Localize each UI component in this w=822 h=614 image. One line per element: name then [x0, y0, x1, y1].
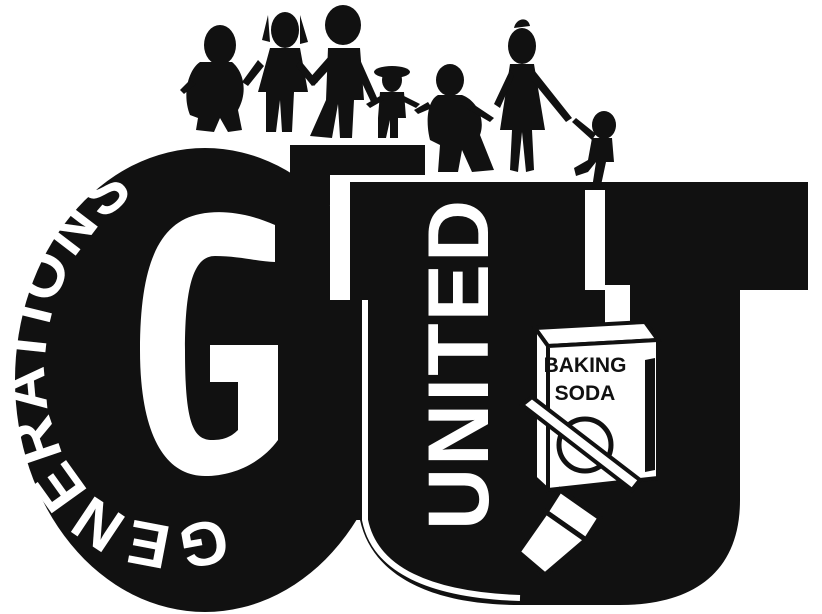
brush-handle — [518, 394, 643, 493]
adult-figure — [308, 5, 378, 138]
brush-bristles — [514, 508, 591, 579]
child-figure — [572, 111, 616, 190]
child-figure — [366, 66, 420, 138]
box-label-line2: SODA — [555, 382, 616, 405]
figures-row — [180, 5, 616, 190]
elder-figure — [414, 64, 494, 172]
badge-circle — [15, 148, 395, 612]
child-figure — [242, 12, 318, 132]
u-left-stroke — [362, 300, 521, 601]
letter-g — [140, 212, 278, 476]
adult-figure — [494, 19, 572, 172]
vertical-word: UNITED — [411, 198, 507, 530]
box-label-line1: BAKING — [544, 354, 627, 377]
box-side-stripe — [645, 358, 655, 472]
t-gap — [585, 190, 605, 290]
adult-figure — [180, 25, 244, 132]
brush-icon — [514, 394, 643, 579]
